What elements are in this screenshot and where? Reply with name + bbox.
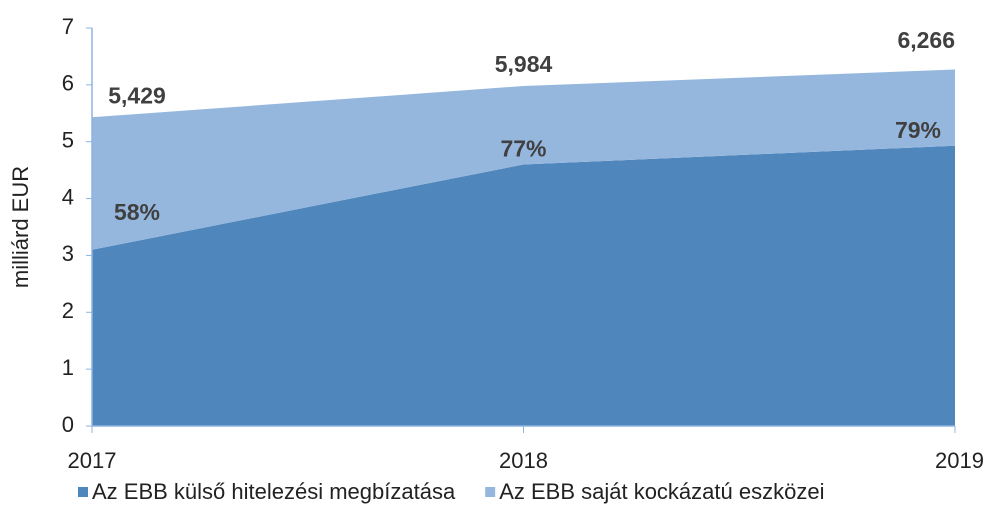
- y-tick-label: 4: [62, 184, 74, 209]
- share-label: 77%: [500, 136, 546, 162]
- y-tick-label: 5: [62, 128, 74, 153]
- share-label: 79%: [895, 117, 941, 143]
- y-tick-label: 3: [62, 241, 74, 266]
- y-axis-label: milliárd EUR: [8, 166, 33, 288]
- legend-label: Az EBB külső hitelezési megbízatása: [92, 479, 456, 504]
- legend-swatch: [78, 487, 88, 497]
- y-tick-label: 7: [62, 14, 74, 39]
- total-label: 6,266: [897, 27, 955, 53]
- area: [92, 69, 955, 250]
- area: [92, 145, 955, 427]
- legend-swatch: [485, 487, 496, 497]
- total-label: 5,984: [495, 51, 553, 77]
- y-tick-label: 0: [62, 412, 74, 437]
- x-tick-label: 2018: [499, 448, 548, 473]
- legend-label: Az EBB saját kockázatú eszközei: [499, 479, 824, 504]
- x-tick-label: 2017: [68, 448, 117, 473]
- y-tick-label: 2: [62, 298, 74, 323]
- y-tick-label: 1: [62, 355, 74, 380]
- total-label: 5,429: [108, 82, 166, 108]
- share-label: 58%: [114, 199, 160, 225]
- x-tick-label: 2019: [935, 448, 984, 473]
- y-tick-label: 6: [62, 71, 74, 96]
